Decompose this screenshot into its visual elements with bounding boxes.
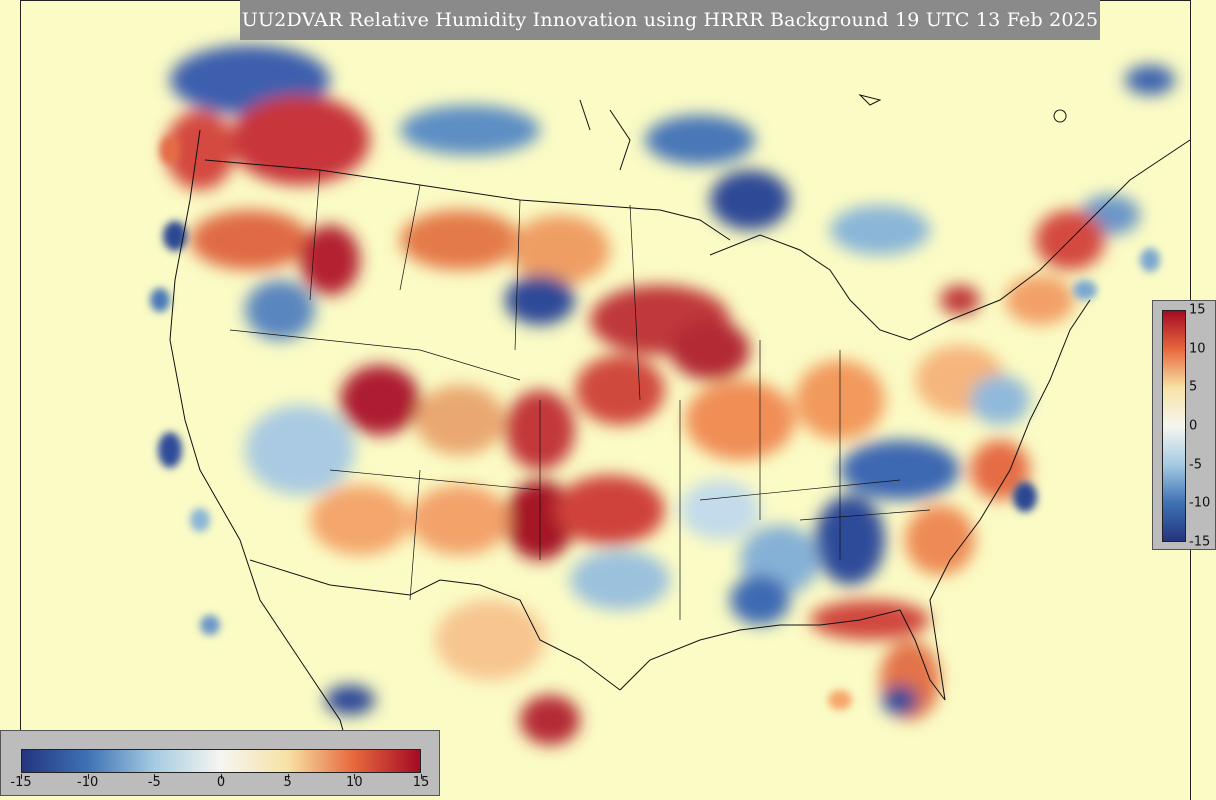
innovation-field <box>165 45 1175 745</box>
colorbar-tick-mark <box>87 774 89 779</box>
us-mexico-border <box>249 559 621 691</box>
colorbar-tick-label: 0 <box>1189 418 1198 434</box>
map-outlines <box>169 129 1191 791</box>
state-lines <box>229 169 931 620</box>
colorbar-tick-mark <box>421 774 422 779</box>
colorbar-tick-mark <box>21 774 22 779</box>
colorbar-tick-label: 10 <box>1189 341 1206 357</box>
colorbar-tick-mark <box>221 774 222 779</box>
colorbar-tick-mark <box>154 774 156 779</box>
colorbar-tick-label: -10 <box>77 775 99 790</box>
colorbar-tick-label: 5 <box>283 775 292 790</box>
map-title: UU2DVAR Relative Humidity Innovation usi… <box>240 0 1100 40</box>
colorbar-tick-mark <box>354 774 356 779</box>
ocean-spots <box>150 136 1160 710</box>
horizontal-colorbar: -15 -10 -5 0 5 10 15 <box>0 730 440 796</box>
colorbar-tick-label: -5 <box>1189 457 1202 473</box>
frame-left <box>20 0 21 735</box>
colorbar-tick-label: 5 <box>1189 379 1198 395</box>
colorbar-tick-label: -15 <box>1189 534 1211 550</box>
colorbar-tick-label: -5 <box>147 775 161 790</box>
vertical-colorbar-gradient <box>1162 310 1186 542</box>
horizontal-colorbar-gradient <box>21 749 421 773</box>
east-coast <box>929 299 1091 701</box>
colorbar-tick-label: 0 <box>216 775 226 790</box>
colorbar-tick-mark <box>287 774 289 779</box>
colorbar-tick-label: 15 <box>412 775 430 790</box>
gulf-coast <box>619 609 946 701</box>
colorbar-tick-label: -15 <box>10 775 32 790</box>
vertical-colorbar: 15 10 5 0 -5 -10 -15 <box>1152 300 1216 550</box>
canada-lakes <box>579 94 1067 171</box>
great-lakes <box>709 139 1191 341</box>
colorbar-tick-label: 10 <box>346 775 363 790</box>
colorbar-tick-label: -10 <box>1189 495 1211 511</box>
map-title-text: UU2DVAR Relative Humidity Innovation usi… <box>241 9 1099 31</box>
west-coast <box>169 129 361 791</box>
colorbar-tick-label: 15 <box>1189 302 1206 318</box>
